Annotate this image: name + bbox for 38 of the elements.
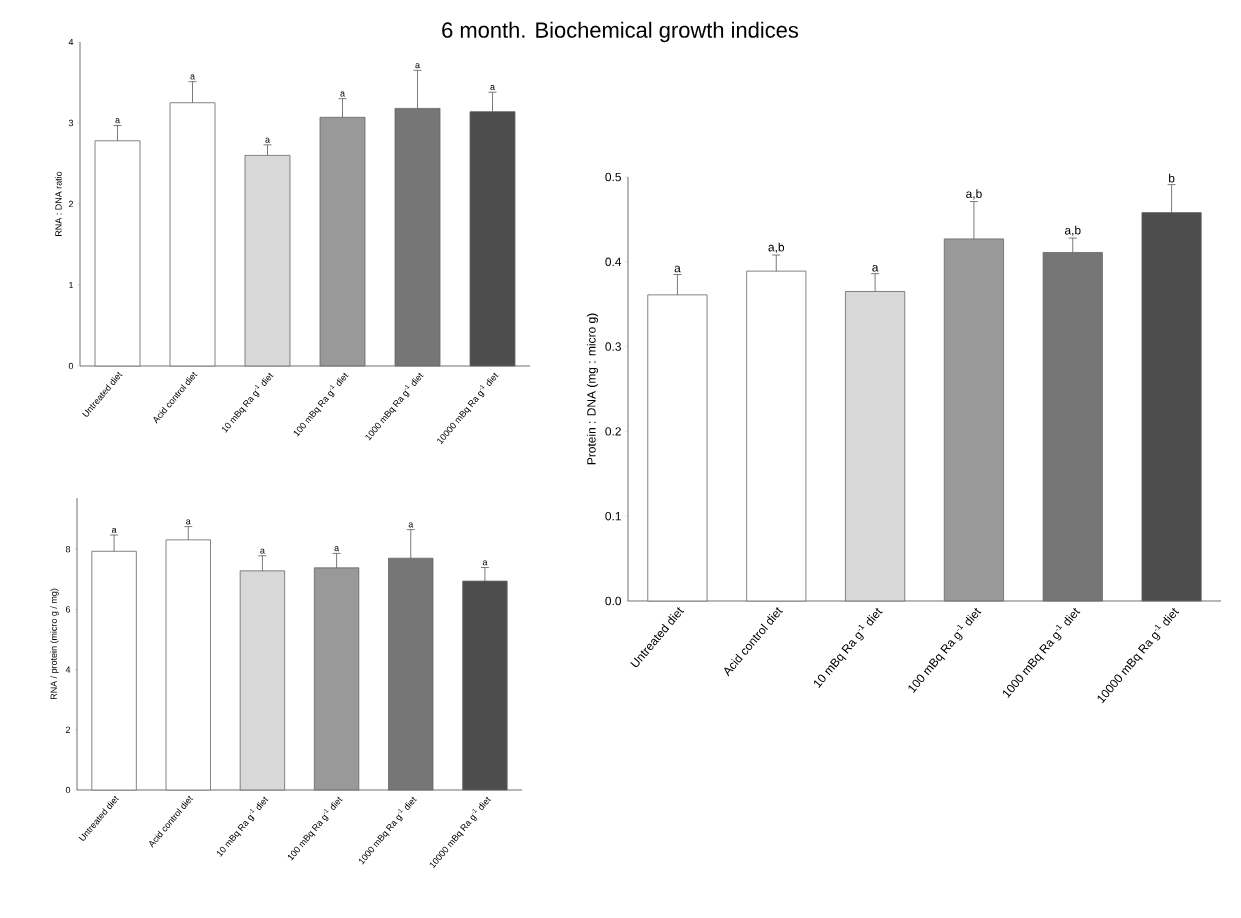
y-tick-label: 0.4: [605, 257, 622, 267]
annotation: a: [482, 560, 488, 566]
annotation: b: [1169, 173, 1175, 183]
y-tick-label: 0.1: [605, 511, 621, 521]
y-tick-label: 4: [68, 38, 74, 46]
y-tick-label: 2: [68, 200, 74, 208]
annotation: a: [872, 264, 879, 272]
y-axis-title: RNA : DNA ratio: [55, 171, 62, 236]
y-tick-label: 3: [68, 119, 74, 127]
annotation: a: [674, 265, 681, 273]
y-tick-label: 1: [69, 281, 74, 289]
y-tick-label: 0.5: [605, 172, 621, 182]
y-tick-label: 0: [65, 786, 71, 794]
y-tick-label: 0.0: [605, 596, 622, 606]
annotation: a: [340, 91, 345, 97]
annotation: a,b: [966, 189, 982, 200]
annotation: a: [415, 63, 420, 69]
y-tick-label: 0.3: [605, 342, 621, 351]
y-tick-label: 0: [68, 362, 74, 370]
y-tick-label: 2: [65, 726, 71, 733]
annotation: a: [115, 118, 120, 124]
y-axis-title: Protein : DNA (mg : micro g): [586, 313, 599, 465]
annotation: a: [111, 527, 117, 533]
annotation: a: [186, 519, 191, 525]
annotation: a: [265, 137, 270, 143]
annotation: a,b: [768, 242, 785, 253]
y-tick-label: 4: [65, 666, 71, 673]
annotation: a: [408, 522, 414, 528]
annotation: a: [490, 85, 495, 91]
annotation: a: [334, 546, 340, 552]
annotation: a: [260, 548, 265, 554]
y-tick-label: 8: [65, 546, 71, 553]
text: 6 month. Biochemical growth indices: [442, 21, 799, 43]
annotation: a: [190, 74, 195, 80]
y-tick-label: 6: [65, 606, 71, 613]
annotation: a,b: [1064, 225, 1081, 236]
y-tick-label: 0.2: [605, 427, 621, 436]
y-axis-title: RNA / protein (micro g / mg): [50, 588, 59, 700]
